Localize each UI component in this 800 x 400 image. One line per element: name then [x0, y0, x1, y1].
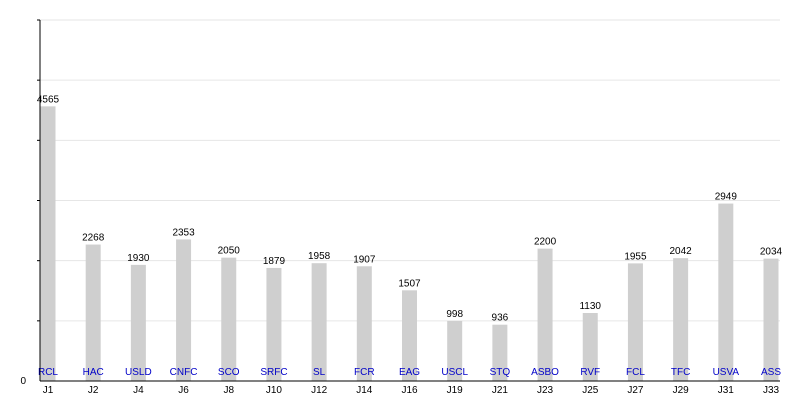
- bar: [447, 320, 463, 381]
- labels: 4565 RCL J1 2268 HAC J2 1930 USLD J4 2353 CNFC J6 20…: [37, 94, 783, 396]
- team-label: EAG: [399, 367, 420, 378]
- bars: [40, 106, 779, 381]
- data-label: 2034: [760, 247, 783, 258]
- bar: [311, 263, 327, 381]
- data-label: 1955: [624, 251, 647, 262]
- team-label: ASS: [761, 367, 781, 378]
- bar: [763, 258, 779, 381]
- bar: [673, 258, 689, 381]
- data-label: 2949: [715, 192, 738, 203]
- x-tick-label: J16: [401, 385, 418, 396]
- data-label: 1930: [127, 253, 150, 264]
- x-tick-label: J12: [311, 385, 328, 396]
- bar: [582, 313, 598, 381]
- x-tick-label: J6: [178, 385, 189, 396]
- team-label: HAC: [83, 367, 104, 378]
- bar: [266, 267, 282, 381]
- team-label: RVF: [580, 367, 600, 378]
- bar: [130, 264, 146, 381]
- team-label: FCL: [626, 367, 645, 378]
- data-label: 2353: [172, 227, 195, 238]
- x-tick-label: J25: [582, 385, 599, 396]
- bar: [627, 263, 643, 381]
- data-label: 2050: [218, 246, 241, 257]
- x-tick-label: J19: [447, 385, 464, 396]
- data-label: 936: [492, 313, 509, 324]
- team-label: RCL: [38, 367, 58, 378]
- team-label: USCL: [441, 367, 468, 378]
- x-tick-label: J10: [266, 385, 283, 396]
- x-tick-label: J14: [356, 385, 373, 396]
- bar: [537, 248, 553, 381]
- x-tick-label: J23: [537, 385, 554, 396]
- team-label: USVA: [713, 367, 740, 378]
- x-tick-label: J2: [88, 385, 99, 396]
- data-label: 2268: [82, 233, 105, 244]
- team-label: CNFC: [170, 367, 198, 378]
- data-label: 1507: [398, 278, 421, 289]
- data-label: 1879: [263, 256, 286, 267]
- x-tick-label: J21: [492, 385, 509, 396]
- bar: [221, 257, 237, 381]
- team-label: USLD: [125, 367, 152, 378]
- data-label: 1907: [353, 254, 376, 265]
- x-tick-label: J33: [763, 385, 780, 396]
- data-label: 1958: [308, 251, 331, 262]
- data-label: 2042: [670, 246, 693, 257]
- bar: [176, 239, 192, 381]
- x-tick-label: J27: [627, 385, 644, 396]
- bar: [85, 244, 101, 381]
- bar: [402, 290, 417, 381]
- bar: [492, 324, 508, 381]
- x-tick-label: J29: [673, 385, 690, 396]
- team-label: SRFC: [260, 367, 287, 378]
- y-ticks: 0: [20, 19, 40, 387]
- team-label: FCR: [354, 367, 375, 378]
- bar: [356, 266, 372, 381]
- y-tick-label: 0: [20, 376, 26, 387]
- bar: [40, 106, 56, 381]
- data-label: 1130: [579, 301, 601, 312]
- data-label: 998: [446, 309, 463, 320]
- x-tick-label: J4: [133, 385, 144, 396]
- data-label: 4565: [37, 94, 60, 105]
- team-label: ASBO: [531, 367, 559, 378]
- team-label: SL: [313, 367, 326, 378]
- x-tick-label: J8: [223, 385, 234, 396]
- grid-lines: [40, 19, 780, 322]
- x-tick-label: J31: [718, 385, 735, 396]
- bar: [718, 203, 734, 381]
- team-label: SCO: [218, 367, 240, 378]
- data-label: 2200: [534, 237, 557, 248]
- x-tick-label: J1: [43, 385, 54, 396]
- team-label: TFC: [671, 367, 690, 378]
- team-label: STQ: [490, 367, 511, 378]
